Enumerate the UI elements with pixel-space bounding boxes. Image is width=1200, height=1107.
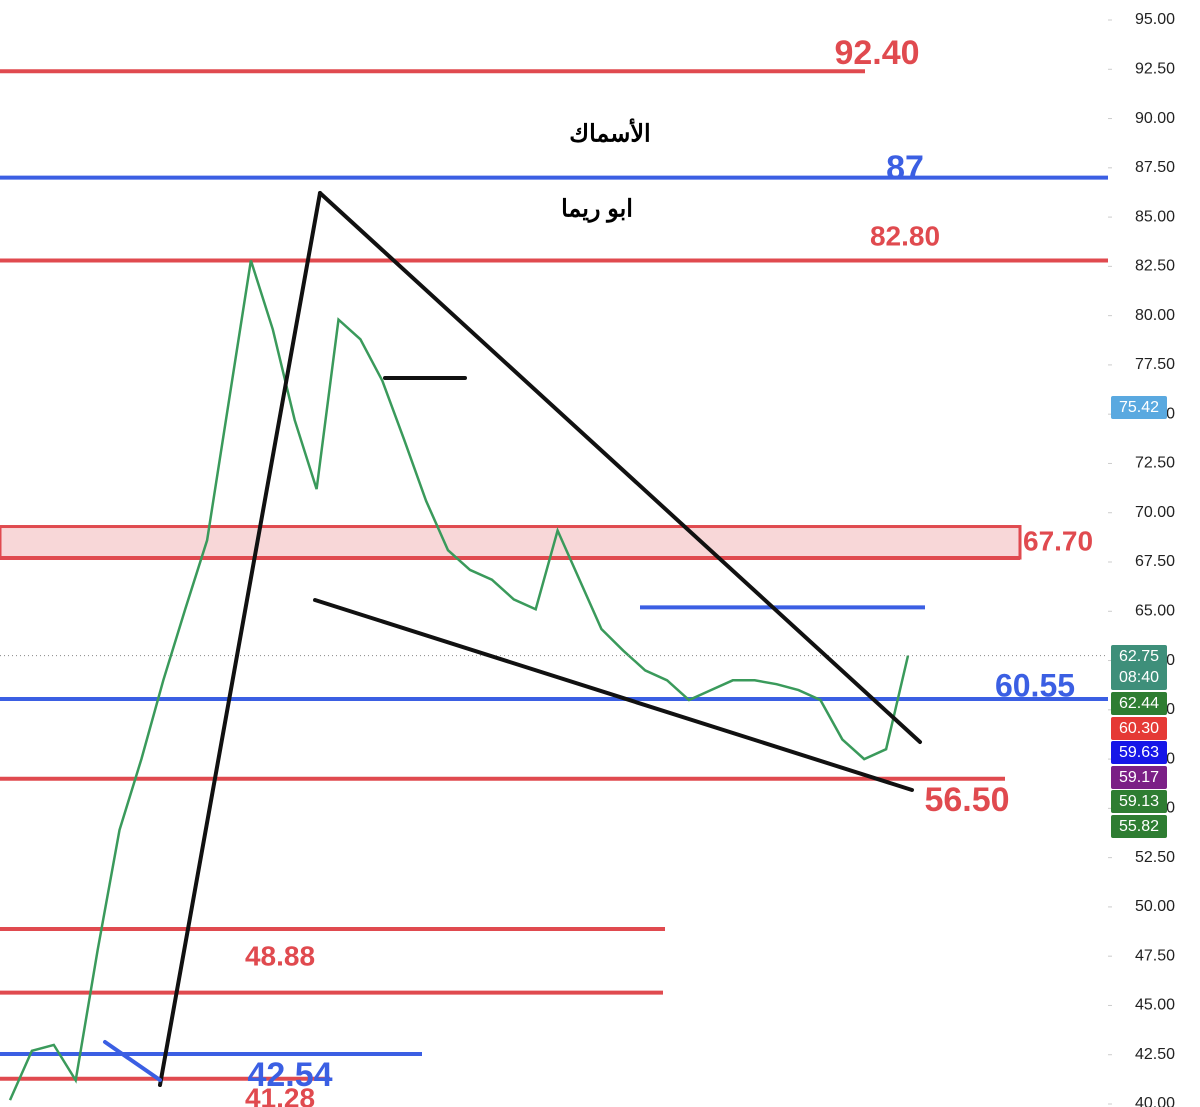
y-tick-label: 52.50 — [1135, 849, 1175, 866]
price-badge-label: 59.17 — [1119, 769, 1159, 786]
y-tick-label: 77.50 — [1135, 356, 1175, 373]
level-label: 67.70 — [1023, 525, 1093, 556]
countdown: 08:40 — [1119, 669, 1159, 686]
zone — [0, 525, 1022, 560]
y-tick-label: 65.00 — [1135, 602, 1175, 619]
price-badge — [1111, 692, 1167, 715]
y-tick-label: 87.50 — [1135, 159, 1175, 176]
price-badge — [1111, 741, 1167, 764]
y-tick-label: 95.00 — [1135, 11, 1175, 28]
price-badge-label: 75.42 — [1119, 399, 1159, 416]
level-label: 92.40 — [834, 34, 919, 72]
price-badge — [1111, 790, 1167, 813]
y-tick-label: 70.00 — [1135, 504, 1175, 521]
level-label: 87 — [886, 149, 924, 187]
level-label: 41.28 — [245, 1082, 315, 1107]
y-tick-label: 50.00 — [1135, 898, 1175, 915]
price-badge-label: 55.82 — [1119, 818, 1159, 835]
level-label: 60.55 — [995, 667, 1075, 703]
annotation: الأسماك — [569, 116, 650, 147]
trendline — [318, 191, 922, 744]
y-tick-label: 45.00 — [1135, 997, 1175, 1014]
trendlines — [103, 191, 922, 1087]
y-tick-label: 80.00 — [1135, 307, 1175, 324]
level-label: 56.50 — [924, 781, 1009, 819]
level-label: 82.80 — [870, 220, 940, 251]
price-line — [8, 260, 910, 1101]
trendline — [103, 1040, 162, 1082]
y-tick-label: 47.50 — [1135, 947, 1175, 964]
price-badge-label: 59.63 — [1119, 744, 1159, 761]
price-badge-label: 62.75 — [1119, 648, 1159, 665]
price-badge-label: 60.30 — [1119, 720, 1159, 737]
y-tick-label: 42.50 — [1135, 1046, 1175, 1063]
annotation: ابو ريما — [561, 195, 633, 223]
price-badge — [1111, 717, 1167, 740]
price-badge-label: 59.13 — [1119, 793, 1159, 810]
price-badge — [1111, 766, 1167, 789]
y-tick-label: 92.50 — [1135, 60, 1175, 77]
level-label: 42.54 — [247, 1056, 332, 1094]
price-badge — [1111, 396, 1167, 419]
trendline — [158, 191, 322, 1087]
price-badge — [1111, 645, 1167, 690]
price-badge — [1111, 815, 1167, 838]
price-badge-label: 62.44 — [1119, 695, 1159, 712]
y-tick-label: 72.50 — [1135, 455, 1175, 472]
level-label: 48.88 — [245, 940, 315, 971]
y-tick-label: 40.00 — [1135, 1095, 1175, 1107]
y-tick-label: 67.50 — [1135, 553, 1175, 570]
y-tick-label: 85.00 — [1135, 208, 1175, 225]
y-tick-label: 82.50 — [1135, 258, 1175, 275]
y-tick-label: 90.00 — [1135, 110, 1175, 127]
plot-area — [0, 69, 1108, 1101]
trendline — [313, 598, 914, 792]
